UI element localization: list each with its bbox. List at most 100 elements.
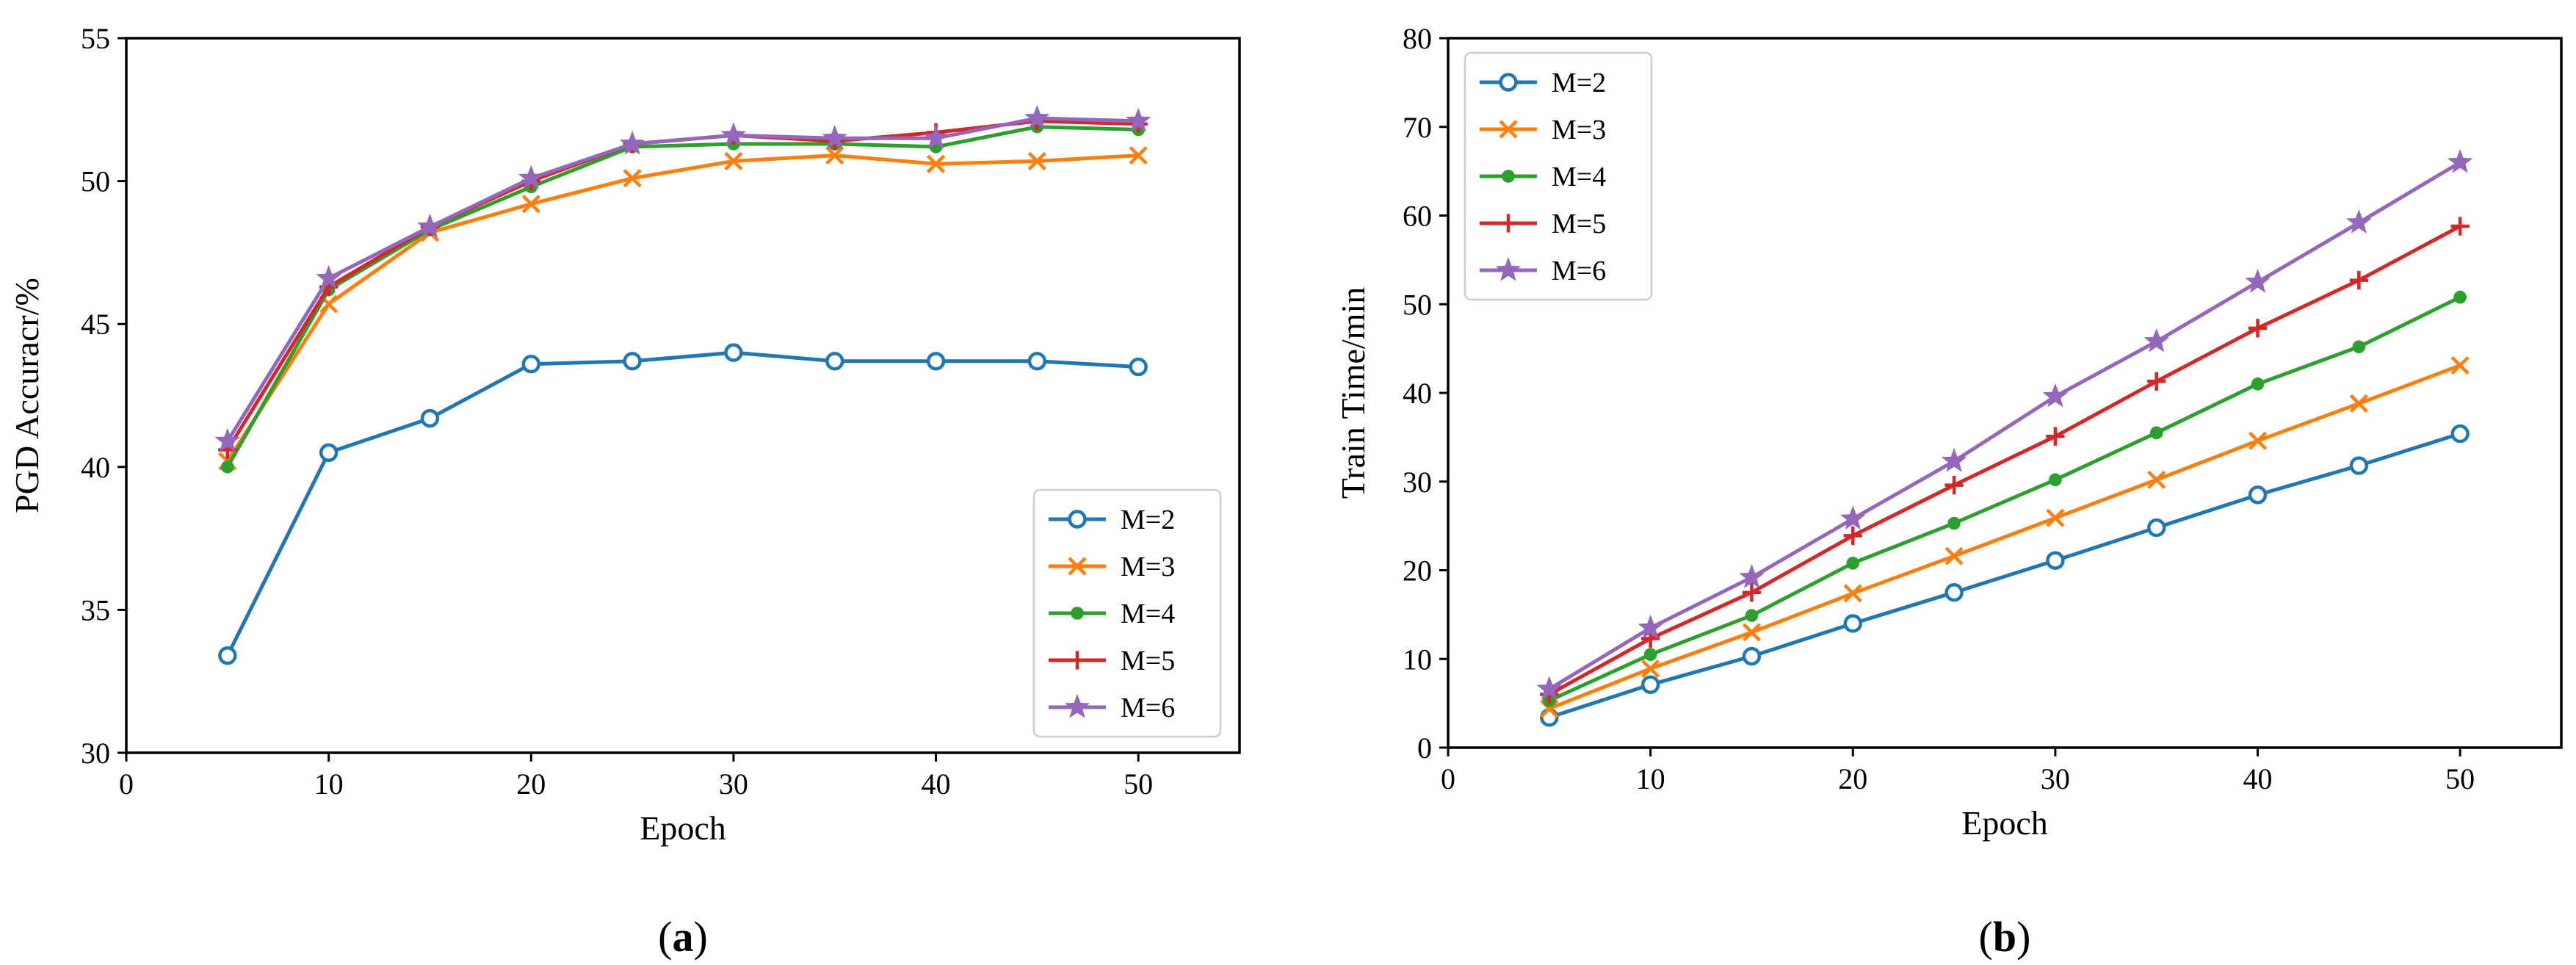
legend-entry: M=3 xyxy=(1049,552,1175,582)
x-tick-label: 0 xyxy=(1441,762,1455,795)
data-point xyxy=(1064,693,1090,718)
series-line xyxy=(225,153,1139,463)
data-point xyxy=(1846,557,1860,570)
data-point xyxy=(1499,214,1518,233)
data-point xyxy=(2450,355,2470,375)
x-tick-label: 0 xyxy=(119,767,134,800)
legend-label: M=6 xyxy=(1552,256,1606,286)
legend-label: M=5 xyxy=(1121,646,1175,676)
legend-label: M=2 xyxy=(1121,505,1175,535)
data-point xyxy=(623,169,642,188)
x-tick-label: 20 xyxy=(1838,762,1867,795)
legend: M=2 M=3 M=4 M=5 M=6 xyxy=(1032,488,1222,738)
data-point xyxy=(1071,607,1084,620)
data-point xyxy=(1068,557,1087,576)
data-point xyxy=(1843,526,1862,546)
x-axis-label: Epoch xyxy=(640,809,726,847)
y-tick-label: 35 xyxy=(81,593,110,626)
x-tick-label: 30 xyxy=(719,767,748,800)
data-point xyxy=(1947,516,1961,530)
y-tick-label: 10 xyxy=(1403,643,1432,676)
y-tick-label: 45 xyxy=(81,308,110,341)
y-tick-label: 50 xyxy=(81,165,110,198)
data-point xyxy=(2049,473,2062,487)
data-point xyxy=(1843,614,1862,633)
y-tick-label: 80 xyxy=(1403,22,1432,55)
data-point xyxy=(1742,583,1762,602)
data-point xyxy=(1944,546,1964,565)
legend-entry: M=4 xyxy=(1480,162,1606,192)
data-point xyxy=(2447,148,2473,173)
data-point xyxy=(518,165,544,189)
data-point xyxy=(2349,394,2368,413)
legend-entry: M=6 xyxy=(1049,693,1175,723)
data-point xyxy=(825,352,844,371)
data-point xyxy=(2450,424,2470,444)
data-point xyxy=(2042,383,2069,408)
data-point xyxy=(1027,151,1046,170)
legend-label: M=2 xyxy=(1552,68,1606,98)
series-line xyxy=(1548,364,2461,711)
data-point xyxy=(2147,518,2166,538)
legend-label: M=6 xyxy=(1121,693,1175,723)
data-point xyxy=(221,460,234,474)
data-point xyxy=(218,646,237,665)
y-tick-label: 40 xyxy=(81,451,110,484)
x-tick-label: 20 xyxy=(516,767,546,800)
legend-label: M=3 xyxy=(1121,552,1175,582)
legend-label: M=3 xyxy=(1552,115,1606,145)
data-point xyxy=(1125,107,1151,132)
data-point xyxy=(720,122,747,146)
series-M=4 xyxy=(221,120,1145,474)
legend-label: M=4 xyxy=(1552,162,1606,192)
data-point xyxy=(1745,609,1759,622)
data-point xyxy=(1027,352,1047,371)
data-point xyxy=(1641,659,1660,679)
x-tick-label: 10 xyxy=(1636,762,1665,795)
legend-entry: M=6 xyxy=(1480,256,1606,286)
data-point xyxy=(521,195,540,214)
data-point xyxy=(2248,431,2268,450)
data-point xyxy=(1129,357,1148,377)
x-tick-label: 40 xyxy=(2243,762,2273,795)
data-point xyxy=(2143,328,2169,353)
x-axis-label: Epoch xyxy=(1961,804,2048,842)
legend-entry: M=5 xyxy=(1049,646,1175,676)
series-M=5 xyxy=(1540,217,2470,704)
data-point xyxy=(724,151,743,170)
data-point xyxy=(825,145,844,165)
data-point xyxy=(2147,372,2166,391)
legend-label: M=5 xyxy=(1552,209,1606,239)
data-point xyxy=(2248,485,2268,505)
series-line xyxy=(1548,295,2461,703)
chart-a: 0 10 20 30 40 50 30 35 40 45 50 55 Epoch PGD Accuracr… xyxy=(8,22,1241,961)
y-tick-label: 30 xyxy=(81,737,110,770)
data-point xyxy=(1024,104,1050,129)
data-point xyxy=(2251,377,2265,391)
data-point xyxy=(521,354,540,374)
y-tick-label: 50 xyxy=(1403,288,1432,321)
chart-b: 0 10 20 30 40 50 0 10 20 30 40 50 60 70 80 Epoch Train T… xyxy=(1334,22,2563,961)
data-point xyxy=(2349,456,2369,475)
data-point xyxy=(1643,648,1657,662)
data-point xyxy=(2147,470,2166,489)
y-tick-label: 20 xyxy=(1403,554,1432,588)
data-point xyxy=(1742,646,1762,666)
data-point xyxy=(1536,676,1563,700)
data-point xyxy=(2248,319,2268,338)
data-point xyxy=(1944,475,1964,495)
data-point xyxy=(1840,505,1866,530)
series-line xyxy=(1549,432,2461,720)
series-M=4 xyxy=(1543,290,2467,707)
series-line xyxy=(225,350,1139,657)
data-point xyxy=(1944,582,1964,602)
y-tick-label: 0 xyxy=(1417,731,1432,765)
data-point xyxy=(2450,217,2470,236)
x-tick-label: 30 xyxy=(2041,762,2070,795)
data-point xyxy=(619,130,645,155)
data-point xyxy=(420,408,440,428)
series-line xyxy=(1548,160,2461,691)
data-point xyxy=(1742,623,1762,642)
y-axis-label: PGD Accuracr/% xyxy=(8,278,46,513)
